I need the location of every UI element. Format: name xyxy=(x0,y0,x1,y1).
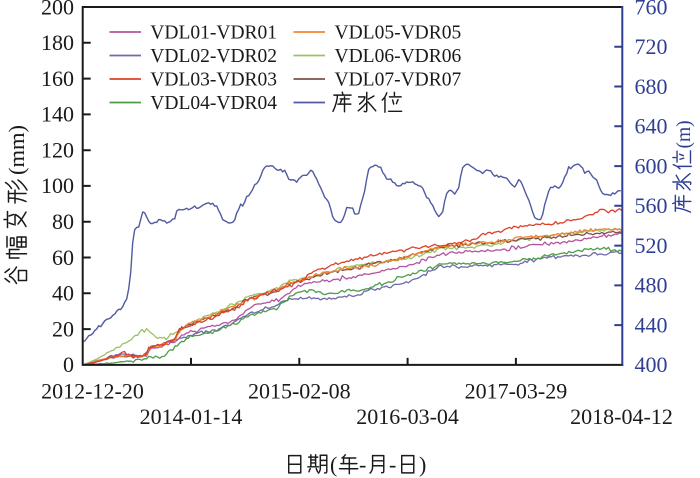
svg-text:VDL07-VDR07: VDL07-VDR07 xyxy=(335,70,462,91)
svg-text:120: 120 xyxy=(41,138,74,163)
svg-text:60: 60 xyxy=(52,245,74,270)
svg-text:VDL01-VDR01: VDL01-VDR01 xyxy=(150,23,277,44)
svg-text:(mm): (mm) xyxy=(4,125,29,175)
svg-text:0: 0 xyxy=(63,352,74,377)
svg-text:-: - xyxy=(389,452,396,477)
svg-text:VDL05-VDR05: VDL05-VDR05 xyxy=(335,23,462,44)
svg-text:440: 440 xyxy=(635,312,668,337)
svg-text:2015-02-08: 2015-02-08 xyxy=(248,378,351,403)
svg-text:480: 480 xyxy=(635,273,668,298)
svg-text:(: ( xyxy=(330,452,337,477)
svg-text:VDL02-VDR02: VDL02-VDR02 xyxy=(150,46,277,67)
svg-text:20: 20 xyxy=(52,316,74,341)
svg-text:400: 400 xyxy=(635,352,668,377)
svg-text:VDL03-VDR03: VDL03-VDR03 xyxy=(150,70,277,91)
svg-text:600: 600 xyxy=(635,153,668,178)
svg-text:140: 140 xyxy=(41,102,74,127)
svg-text:720: 720 xyxy=(635,34,668,59)
svg-text:640: 640 xyxy=(635,114,668,139)
svg-text:2017-03-29: 2017-03-29 xyxy=(465,378,568,403)
svg-text:680: 680 xyxy=(635,74,668,99)
svg-text:200: 200 xyxy=(41,0,74,19)
svg-text:520: 520 xyxy=(635,233,668,258)
svg-text:2018-04-12: 2018-04-12 xyxy=(570,404,673,429)
svg-text:VDL06-VDR06: VDL06-VDR06 xyxy=(335,46,462,67)
svg-text:180: 180 xyxy=(41,30,74,55)
svg-text:): ) xyxy=(419,452,426,477)
svg-text:100: 100 xyxy=(41,173,74,198)
svg-text:40: 40 xyxy=(52,281,74,306)
svg-text:2012-12-20: 2012-12-20 xyxy=(41,378,144,403)
svg-text:760: 760 xyxy=(635,0,668,19)
svg-text:(m): (m) xyxy=(674,120,695,148)
svg-text:2014-01-14: 2014-01-14 xyxy=(140,404,243,429)
svg-text:80: 80 xyxy=(52,209,74,234)
svg-text:VDL04-VDR04: VDL04-VDR04 xyxy=(150,93,277,114)
svg-text:2016-03-04: 2016-03-04 xyxy=(356,404,459,429)
svg-text:160: 160 xyxy=(41,66,74,91)
svg-text:560: 560 xyxy=(635,193,668,218)
svg-text:-: - xyxy=(359,452,366,477)
